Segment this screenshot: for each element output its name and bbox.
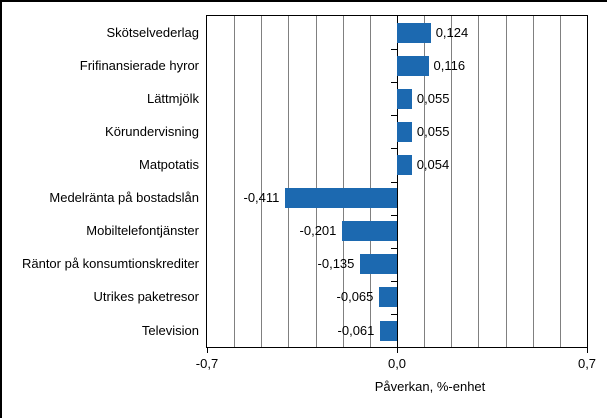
bar: [360, 254, 397, 275]
gridline: [369, 16, 371, 347]
gridline: [505, 16, 507, 347]
category-axis-tick: [391, 82, 397, 84]
value-label: -0,135: [317, 256, 355, 272]
value-label: 0,116: [433, 57, 466, 73]
category-label: Körundervisning: [105, 123, 199, 139]
category-axis-tick: [391, 280, 397, 282]
x-tick-label: 0,0: [387, 356, 407, 371]
category-axis-tick: [391, 148, 397, 150]
value-label: 0,054: [416, 157, 450, 172]
x-axis-tick: [397, 348, 398, 353]
gridline: [342, 16, 344, 347]
figure-border-left: [0, 0, 2, 418]
bar: [285, 188, 397, 209]
bar: [397, 155, 412, 175]
gridline: [451, 16, 453, 347]
gridline: [315, 16, 317, 347]
bar: [342, 221, 397, 242]
gridline: [478, 16, 480, 347]
x-axis-tick: [587, 348, 588, 353]
x-tick-label: 0,7: [577, 356, 597, 371]
bar: [397, 88, 412, 109]
category-label: Frifinansierade hyror: [79, 57, 199, 73]
figure-border-top: [0, 0, 607, 2]
value-label: -0,065: [336, 289, 374, 305]
category-label: Skötselvederlag: [106, 24, 200, 40]
gridline: [424, 16, 426, 347]
category-axis-tick: [391, 181, 397, 183]
value-label: -0,201: [299, 223, 337, 239]
bar: [397, 121, 412, 142]
value-label: -0,061: [337, 322, 375, 338]
category-axis-tick: [391, 49, 397, 51]
value-label: 0,055: [416, 90, 450, 106]
category-label: Lättmjölk: [146, 90, 199, 106]
plot-area: 0,124 0,116 0,055 0,055 0,054 -0,411 -0,201 -0,…: [206, 15, 588, 348]
bar: [380, 320, 397, 341]
gridline: [288, 16, 290, 347]
category-label: Medelränta på bostadslån: [49, 190, 199, 206]
category-axis-tick: [391, 214, 397, 216]
category-label: Mobiltelefontjänster: [86, 223, 199, 239]
gridline: [559, 16, 561, 347]
value-label: -0,411: [243, 190, 280, 206]
bar: [397, 22, 431, 43]
category-axis-tick: [391, 247, 397, 249]
category-label: Television: [141, 322, 199, 338]
x-tick-label: -0,7: [195, 356, 219, 371]
x-axis-tick: [207, 348, 208, 353]
gridline: [261, 16, 263, 347]
category-axis-tick: [391, 115, 397, 117]
category-label: Matpotatis: [139, 157, 199, 172]
category-label: Utrikes paketresor: [93, 289, 199, 305]
zero-axis-line: [397, 16, 398, 347]
value-label: 0,055: [416, 123, 450, 139]
category-axis-tick: [391, 313, 397, 315]
value-label: 0,124: [435, 24, 469, 40]
category-label: Räntor på konsumtionskrediter: [21, 256, 199, 272]
x-axis-title: Påverkan, %-enhet: [374, 379, 486, 394]
bar: [397, 55, 429, 76]
gridline: [532, 16, 534, 347]
gridline: [234, 16, 236, 347]
bar: [379, 287, 397, 308]
